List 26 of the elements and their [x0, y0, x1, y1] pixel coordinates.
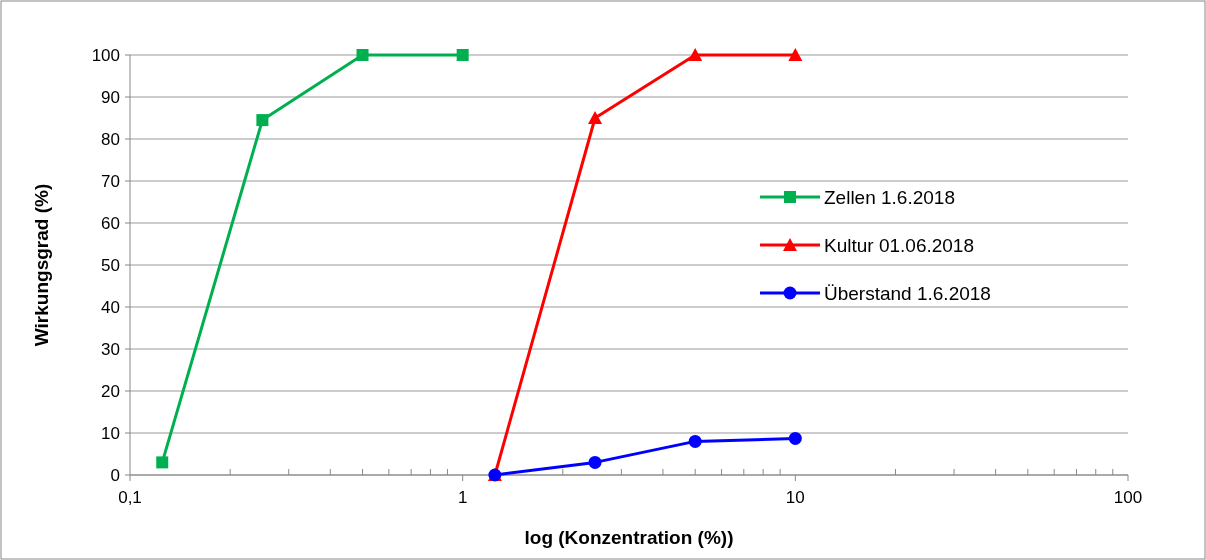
y-tick-label: 20: [101, 381, 120, 401]
point: [588, 455, 602, 469]
y-tick-label: 0: [110, 465, 120, 485]
y-tick-label: 70: [101, 171, 120, 191]
point: [688, 434, 702, 448]
x-tick-label: 0,1: [118, 488, 142, 507]
y-axis-title: Wirkungsgrad (%): [31, 183, 52, 347]
y-tick-label: 50: [101, 255, 120, 275]
legend-label: Überstand 1.6.2018: [824, 282, 991, 304]
y-tick-label: 10: [101, 423, 120, 443]
y-tick-label: 60: [101, 213, 120, 233]
point: [788, 48, 803, 61]
y-tick-label: 40: [101, 297, 120, 317]
x-tick-label: 100: [1113, 488, 1143, 507]
legend-label: Kultur 01.06.2018: [824, 234, 975, 256]
point: [688, 48, 703, 61]
y-tick-label: 80: [101, 129, 120, 149]
x-tick-label: 1: [457, 488, 468, 507]
legend-label: Zellen 1.6.2018: [824, 186, 955, 208]
x-axis-title: log (Konzentration (%)): [524, 527, 734, 548]
y-tick-label: 30: [101, 339, 120, 359]
x-tick-label: 10: [785, 488, 805, 507]
y-tick-label: 90: [101, 87, 120, 107]
point: [588, 111, 603, 124]
y-tick-label: 100: [91, 45, 120, 65]
point: [788, 431, 802, 445]
